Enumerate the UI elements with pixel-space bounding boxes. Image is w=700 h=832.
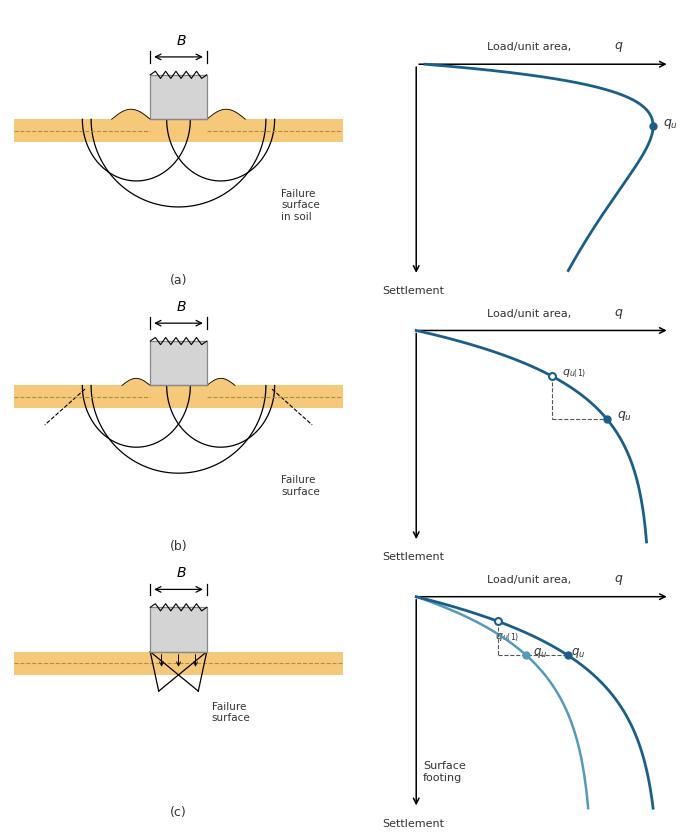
Bar <box>150 75 206 119</box>
Text: $q$: $q$ <box>614 307 623 320</box>
Text: $q$: $q$ <box>614 41 623 54</box>
Text: $q_{u(1)}$: $q_{u(1)}$ <box>562 368 587 380</box>
Text: (a): (a) <box>169 274 188 287</box>
Bar <box>14 119 343 142</box>
Text: (c): (c) <box>170 806 187 820</box>
Text: Settlement: Settlement <box>382 552 444 562</box>
Text: Load/unit area,: Load/unit area, <box>487 309 575 319</box>
Bar <box>14 651 343 675</box>
Text: Settlement: Settlement <box>382 819 444 829</box>
Text: $q_u$: $q_u$ <box>571 646 586 660</box>
Text: Failure
surface: Failure surface <box>281 475 320 497</box>
Bar <box>150 341 206 385</box>
Text: $q_u$: $q_u$ <box>663 116 678 131</box>
Text: Failure
surface
in soil: Failure surface in soil <box>281 189 320 222</box>
Text: $q_u$: $q_u$ <box>533 646 547 660</box>
Text: $B$: $B$ <box>176 33 186 47</box>
Text: $q_{u(1)}$: $q_{u(1)}$ <box>495 631 519 644</box>
Bar <box>14 385 343 409</box>
Text: Settlement: Settlement <box>382 286 444 296</box>
Text: Load/unit area,: Load/unit area, <box>487 575 575 585</box>
Text: $q$: $q$ <box>614 573 623 587</box>
Bar <box>150 607 206 651</box>
Text: Surface
footing: Surface footing <box>423 761 466 783</box>
Text: (b): (b) <box>169 540 188 553</box>
Text: $B$: $B$ <box>176 300 186 314</box>
Text: $B$: $B$ <box>176 566 186 580</box>
Text: Load/unit area,: Load/unit area, <box>487 42 575 52</box>
Text: Failure
surface: Failure surface <box>212 702 251 724</box>
Text: $q_u$: $q_u$ <box>617 409 631 423</box>
